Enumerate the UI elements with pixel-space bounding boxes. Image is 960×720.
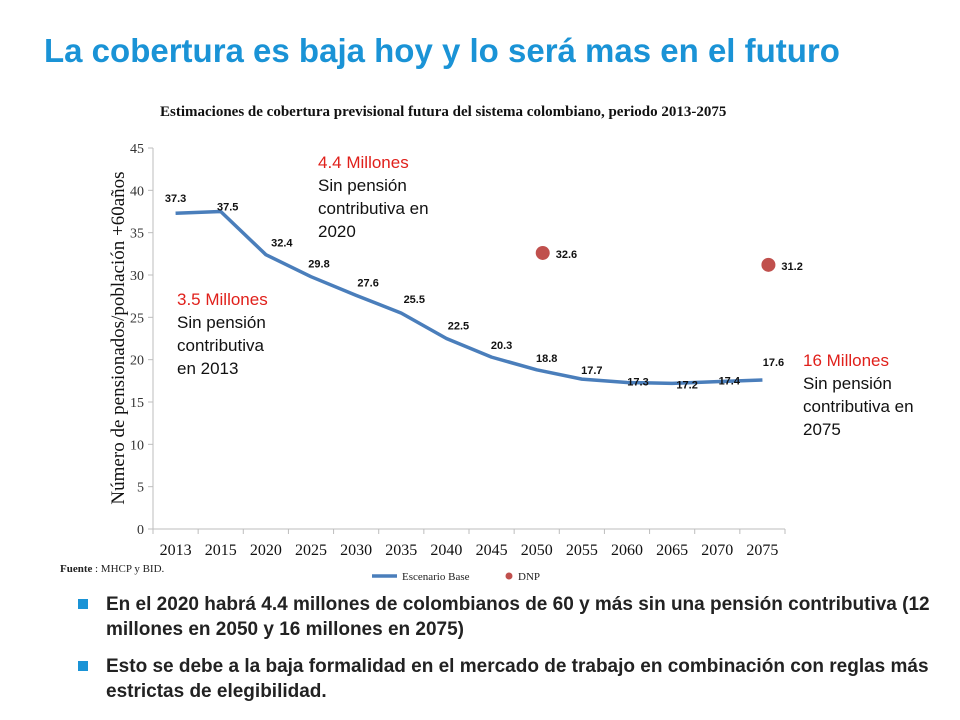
- annotation-headline: 3.5 Millones: [177, 290, 268, 309]
- annotation-text: contributiva en: [803, 397, 914, 416]
- data-label-escenario-base: 17.2: [676, 379, 697, 391]
- data-label-escenario-base: 27.6: [357, 277, 378, 289]
- bullet-text: Esto se debe a la baja formalidad en el …: [106, 656, 929, 702]
- y-tick-label: 35: [130, 227, 144, 242]
- annotation-text: en 2013: [177, 359, 238, 378]
- x-tick-label: 2035: [385, 542, 417, 559]
- bullet-text: En el 2020 habrá 4.4 millones de colombi…: [106, 594, 930, 640]
- data-label-dnp: 31.2: [781, 261, 802, 273]
- x-tick-label: 2025: [295, 542, 327, 559]
- x-tick-label: 2030: [340, 542, 372, 559]
- series-point-dnp: [535, 245, 550, 260]
- x-tick-label: 2020: [250, 542, 282, 559]
- y-tick-label: 25: [130, 311, 144, 326]
- x-tick-label: 2050: [521, 542, 553, 559]
- x-tick-label: 2065: [656, 542, 688, 559]
- legend-label: DNP: [518, 571, 540, 583]
- series-line-escenario-base: [175, 209, 763, 386]
- data-label-escenario-base: 17.4: [719, 376, 741, 388]
- data-label-escenario-base: 37.5: [217, 202, 238, 214]
- data-label-escenario-base: 22.5: [448, 321, 469, 333]
- y-tick-label: 5: [137, 481, 144, 496]
- annotation-text: Sin pensión: [318, 176, 407, 195]
- x-tick-label: 2075: [746, 542, 778, 559]
- x-tick-label: 2045: [476, 542, 508, 559]
- slide-title: La cobertura es baja hoy y lo será mas e…: [44, 32, 840, 69]
- data-label-escenario-base: 17.6: [763, 357, 784, 369]
- legend-dot-icon: [505, 572, 513, 580]
- annotation-text: Sin pensión: [803, 374, 892, 393]
- bullet-item: Esto se debe a la baja formalidad en el …: [78, 654, 938, 704]
- source-text: : MHCP y BID.: [95, 563, 165, 575]
- y-tick-label: 45: [130, 142, 144, 157]
- annotation-text: 2075: [803, 420, 841, 439]
- bullet-list: En el 2020 habrá 4.4 millones de colombi…: [78, 592, 938, 716]
- bullet-item: En el 2020 habrá 4.4 millones de colombi…: [78, 592, 938, 642]
- data-label-escenario-base: 32.4: [271, 238, 293, 250]
- y-tick-label: 30: [130, 269, 144, 284]
- annotation-text: Sin pensión: [177, 313, 266, 332]
- bullet-square-icon: [78, 661, 88, 671]
- data-label-escenario-base: 17.3: [627, 377, 648, 389]
- source-label: Fuente: [60, 563, 93, 575]
- y-tick-label: 0: [137, 523, 144, 538]
- data-label-escenario-base: 18.8: [536, 353, 557, 365]
- data-label-escenario-base: 29.8: [308, 259, 329, 271]
- annotation-text: contributiva: [177, 336, 264, 355]
- legend-label: Escenario Base: [402, 571, 470, 583]
- y-tick-label: 15: [130, 396, 144, 411]
- y-tick-label: 40: [130, 184, 144, 199]
- data-label-escenario-base: 17.7: [581, 365, 602, 377]
- data-label-escenario-base: 25.5: [404, 294, 425, 306]
- data-label-escenario-base: 37.3: [165, 193, 186, 205]
- y-axis-label: Número de pensionados/población +60años: [108, 171, 129, 504]
- x-tick-label: 2015: [205, 542, 237, 559]
- annotation-text: 2020: [318, 222, 356, 241]
- x-tick-label: 2040: [430, 542, 462, 559]
- x-tick-label: 2013: [160, 542, 192, 559]
- y-tick-label: 10: [130, 438, 144, 453]
- x-tick-label: 2055: [566, 542, 598, 559]
- series-point-dnp: [761, 257, 776, 272]
- data-label-dnp: 32.6: [556, 249, 577, 261]
- annotation-headline: 16 Millones: [803, 351, 889, 370]
- annotation-text: contributiva en: [318, 199, 429, 218]
- bullet-square-icon: [78, 599, 88, 609]
- y-tick-label: 20: [130, 354, 144, 369]
- data-label-escenario-base: 20.3: [491, 340, 512, 352]
- x-tick-label: 2070: [701, 542, 733, 559]
- x-tick-label: 2060: [611, 542, 643, 559]
- chart-title: Estimaciones de cobertura previsional fu…: [160, 104, 727, 120]
- annotation-headline: 4.4 Millones: [318, 153, 409, 172]
